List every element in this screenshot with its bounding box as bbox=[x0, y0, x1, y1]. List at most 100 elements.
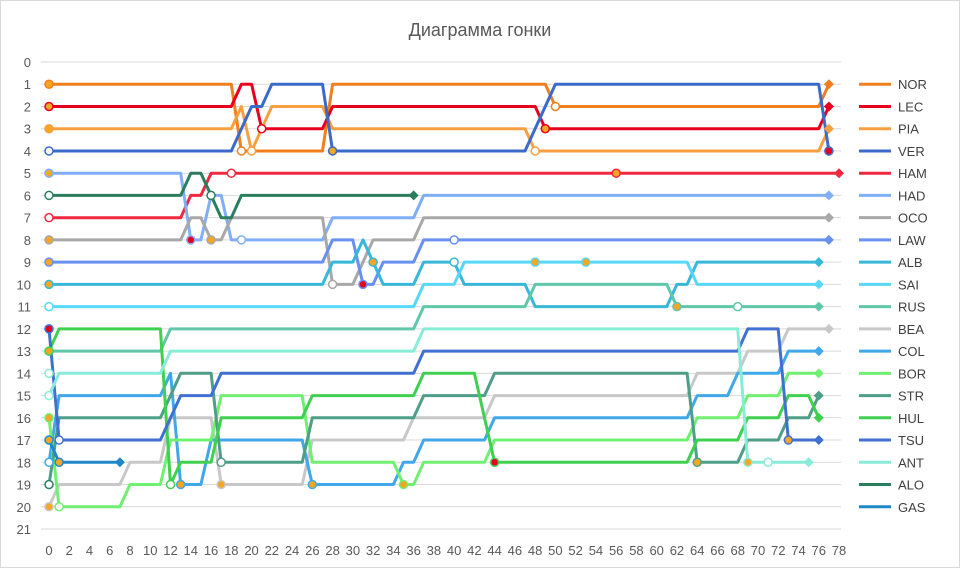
pit-marker bbox=[175, 479, 186, 490]
pit-marker bbox=[449, 257, 459, 267]
pit-marker bbox=[327, 146, 338, 156]
pit-marker bbox=[44, 279, 54, 290]
x-tick-label: 26 bbox=[305, 543, 319, 558]
x-tick-label: 46 bbox=[508, 543, 522, 558]
pit-marker bbox=[672, 301, 682, 312]
series-line-alb bbox=[49, 238, 819, 309]
pit-marker bbox=[692, 457, 702, 468]
y-tick-label: 14 bbox=[17, 366, 31, 381]
x-tick-label: 56 bbox=[609, 543, 623, 558]
y-tick-label: 19 bbox=[17, 478, 31, 493]
x-tick-label: 30 bbox=[346, 543, 360, 558]
pit-marker bbox=[398, 479, 409, 490]
series-line-bea bbox=[47, 327, 829, 508]
legend-label: BOR bbox=[898, 366, 926, 381]
legend-label: LAW bbox=[898, 233, 926, 248]
pit-marker bbox=[226, 168, 237, 178]
finish-marker-alo bbox=[408, 190, 419, 201]
pit-marker bbox=[783, 435, 794, 445]
x-tick-label: 74 bbox=[791, 543, 805, 558]
x-tick-label: 76 bbox=[812, 543, 826, 558]
finish-marker-lec bbox=[823, 101, 834, 112]
series-line-col bbox=[47, 349, 819, 486]
pit-marker bbox=[186, 235, 196, 245]
y-tick-label: 16 bbox=[17, 411, 31, 426]
finish-marker-gas bbox=[114, 457, 125, 468]
series-line-oco bbox=[49, 216, 829, 286]
finish-marker-alb bbox=[813, 257, 824, 268]
pit-marker bbox=[236, 235, 247, 245]
pit-marker bbox=[824, 146, 834, 156]
legend-label: ALO bbox=[898, 478, 924, 493]
pit-marker bbox=[611, 168, 621, 178]
pit-marker bbox=[530, 257, 540, 267]
legend-label: HAD bbox=[898, 188, 925, 203]
series-line-nor bbox=[49, 82, 831, 153]
pit-marker bbox=[44, 324, 54, 334]
pit-marker bbox=[256, 123, 267, 134]
pit-marker bbox=[550, 101, 561, 112]
pit-marker bbox=[44, 168, 54, 178]
pit-marker bbox=[44, 101, 54, 112]
y-tick-label: 18 bbox=[17, 455, 31, 470]
series-line-sai bbox=[49, 260, 819, 309]
pit-marker bbox=[44, 257, 54, 267]
x-tick-label: 62 bbox=[670, 543, 684, 558]
finish-marker-ham bbox=[834, 168, 844, 179]
legend-label: OCO bbox=[898, 211, 928, 226]
x-tick-label: 32 bbox=[366, 543, 380, 558]
legend-label: COL bbox=[898, 344, 925, 359]
pit-marker bbox=[54, 435, 64, 445]
x-tick-label: 16 bbox=[204, 543, 218, 558]
pit-marker bbox=[206, 235, 216, 245]
x-tick-label: 38 bbox=[427, 543, 441, 558]
pit-marker bbox=[44, 123, 54, 134]
y-tick-label: 15 bbox=[17, 389, 31, 404]
finish-marker-nor bbox=[823, 79, 834, 90]
pit-marker bbox=[358, 279, 368, 290]
pit-marker bbox=[54, 457, 64, 468]
finish-marker-had bbox=[823, 190, 834, 201]
pit-marker bbox=[44, 79, 54, 89]
x-tick-label: 4 bbox=[86, 543, 93, 558]
y-tick-label: 7 bbox=[24, 211, 31, 226]
finish-marker-ant bbox=[803, 457, 814, 468]
pit-marker bbox=[743, 457, 753, 468]
x-tick-label: 8 bbox=[126, 543, 133, 558]
series-line-ver bbox=[49, 82, 831, 153]
y-tick-label: 10 bbox=[17, 277, 31, 292]
y-tick-label: 11 bbox=[18, 300, 32, 315]
x-tick-label: 20 bbox=[244, 543, 258, 558]
x-tick-label: 60 bbox=[649, 543, 663, 558]
finish-marker-str bbox=[813, 390, 824, 401]
chart-title: Диаграмма гонки bbox=[409, 20, 552, 40]
pit-marker bbox=[44, 212, 54, 223]
y-tick-label: 1 bbox=[24, 77, 31, 92]
x-tick-label: 18 bbox=[224, 543, 238, 558]
pit-marker bbox=[44, 502, 54, 512]
pit-marker bbox=[581, 257, 591, 267]
pit-marker bbox=[165, 479, 176, 490]
y-tick-label: 0 bbox=[24, 55, 31, 70]
y-tick-label: 3 bbox=[24, 122, 31, 137]
x-tick-label: 68 bbox=[730, 543, 744, 558]
finish-marker-tsu bbox=[813, 435, 824, 446]
pit-marker bbox=[327, 279, 338, 290]
series-line-had bbox=[49, 171, 829, 242]
x-tick-label: 36 bbox=[406, 543, 420, 558]
legend-label: STR bbox=[898, 389, 924, 404]
legend-label: LEC bbox=[898, 99, 923, 114]
series-line-tsu bbox=[47, 327, 819, 442]
pit-marker bbox=[732, 301, 743, 312]
y-tick-label: 21 bbox=[17, 522, 31, 537]
x-tick-label: 42 bbox=[467, 543, 481, 558]
x-tick-label: 10 bbox=[143, 543, 157, 558]
x-tick-label: 54 bbox=[589, 543, 603, 558]
x-tick-label: 40 bbox=[447, 543, 461, 558]
pit-marker bbox=[449, 235, 459, 245]
series-line-ant bbox=[47, 327, 809, 464]
legend-label: GAS bbox=[898, 500, 926, 515]
pit-marker bbox=[44, 435, 54, 445]
series-line-pia bbox=[49, 105, 831, 153]
